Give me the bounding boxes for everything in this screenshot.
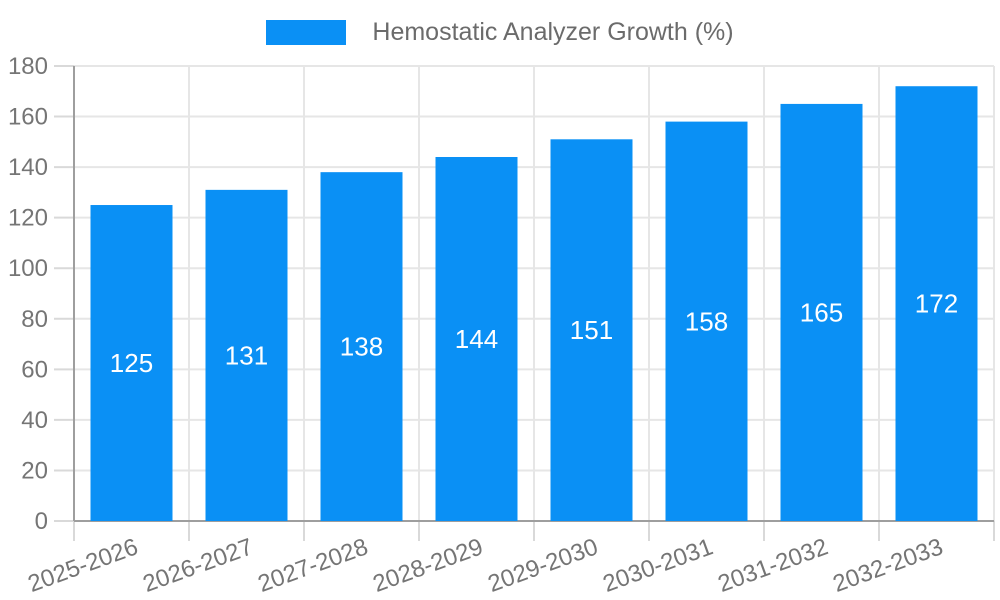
x-axis-tick-label: 2026-2027 (139, 533, 256, 598)
x-axis-tick-label: 2030-2031 (599, 533, 716, 598)
y-axis-tick-label: 120 (8, 205, 48, 232)
bar[interactable] (550, 139, 633, 522)
y-axis-tick-label: 140 (8, 154, 48, 181)
legend-item[interactable]: Hemostatic Analyzer Growth (%) (266, 18, 734, 46)
bar[interactable] (665, 121, 748, 521)
x-axis-tick-label: 2028-2029 (369, 533, 486, 598)
bar[interactable] (435, 157, 518, 521)
y-axis-tick-label: 80 (21, 306, 48, 333)
x-axis-tick-label: 2027-2028 (254, 533, 371, 598)
bar-value-label: 144 (455, 324, 498, 354)
bar[interactable] (90, 205, 173, 521)
x-axis-tick-label: 2025-2026 (24, 533, 141, 598)
legend-label: Hemostatic Analyzer Growth (%) (372, 18, 734, 46)
y-axis-tick-label: 160 (8, 104, 48, 131)
bar-value-label: 165 (800, 297, 843, 327)
bar-value-label: 138 (340, 332, 383, 362)
bar-value-label: 151 (570, 315, 613, 345)
y-axis-tick-label: 180 (8, 53, 48, 80)
y-axis-tick-label: 40 (21, 407, 48, 434)
y-axis-tick-label: 20 (21, 457, 48, 484)
bar[interactable] (320, 172, 403, 521)
bar-value-label: 172 (915, 289, 958, 319)
bar[interactable] (895, 86, 978, 521)
chart-legend: Hemostatic Analyzer Growth (%) (0, 20, 1000, 45)
bar[interactable] (780, 103, 863, 522)
y-axis-tick-label: 60 (21, 356, 48, 383)
legend-swatch-icon (266, 20, 347, 45)
y-axis-tick-label: 0 (35, 508, 48, 535)
bar-value-label: 158 (685, 306, 728, 336)
x-axis-tick-label: 2031-2032 (714, 533, 831, 598)
bar[interactable] (205, 189, 288, 521)
y-axis-tick-label: 100 (8, 255, 48, 282)
bar-value-label: 125 (110, 348, 153, 378)
x-axis-tick-label: 2032-2033 (829, 533, 946, 598)
x-axis-tick-label: 2029-2030 (484, 533, 601, 598)
bar-value-label: 131 (225, 340, 268, 370)
